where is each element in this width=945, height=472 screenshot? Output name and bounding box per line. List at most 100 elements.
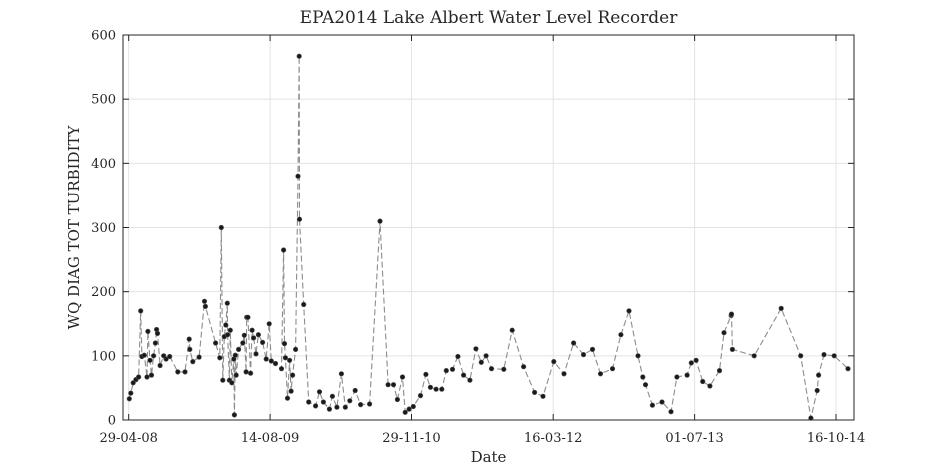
y-tick-label: 600 — [91, 29, 116, 44]
data-point — [296, 53, 302, 59]
data-point — [284, 395, 291, 401]
data-point — [145, 328, 151, 335]
data-point — [253, 351, 259, 357]
data-point — [233, 372, 239, 378]
data-point — [152, 340, 158, 346]
data-point — [778, 305, 784, 312]
data-point — [187, 346, 193, 353]
data-point — [260, 339, 266, 346]
data-point — [249, 327, 255, 333]
data-point — [288, 388, 294, 394]
data-point — [190, 359, 196, 365]
data-point — [609, 366, 616, 372]
chart-title: EPA2014 Lake Albert Water Level Recorder — [300, 8, 679, 28]
series-line-layer — [128, 56, 849, 419]
data-point — [167, 353, 173, 360]
y-tick-label: 500 — [91, 93, 116, 108]
data-point — [229, 380, 235, 386]
data-point — [243, 369, 249, 375]
data-point — [163, 356, 169, 362]
data-point — [483, 353, 489, 359]
data-point — [248, 370, 254, 376]
data-point — [241, 332, 247, 338]
data-point — [138, 308, 144, 314]
data-point — [478, 359, 484, 365]
data-point — [561, 371, 567, 377]
data-point — [227, 327, 233, 333]
data-point — [313, 403, 319, 409]
data-point — [821, 352, 827, 358]
data-point — [684, 372, 690, 378]
data-point — [449, 366, 456, 372]
data-point — [141, 352, 147, 358]
data-point — [467, 377, 473, 383]
data-point — [751, 353, 757, 359]
data-point — [399, 374, 406, 380]
data-point — [225, 332, 231, 338]
data-point — [263, 356, 269, 362]
data-point — [377, 218, 383, 224]
data-points — [126, 53, 851, 421]
data-point — [367, 401, 373, 407]
data-point — [423, 371, 429, 378]
data-point — [175, 369, 181, 375]
data-point — [570, 340, 577, 346]
data-point — [290, 372, 296, 378]
data-point — [520, 364, 527, 370]
data-point — [202, 303, 208, 310]
data-point — [245, 314, 251, 320]
data-point — [488, 366, 495, 372]
data-point — [240, 340, 246, 346]
axis-ticks: 0 100 200 300 400 500 600 29-04-08 14-08-09 29-11… — [91, 29, 865, 447]
data-point — [443, 368, 449, 374]
data-point — [342, 404, 348, 410]
data-point — [635, 353, 641, 359]
data-point — [334, 404, 340, 410]
data-point — [347, 398, 353, 404]
data-point — [306, 399, 312, 405]
data-point — [439, 386, 445, 392]
data-point — [390, 382, 397, 388]
data-point — [201, 298, 208, 304]
data-point — [721, 330, 727, 336]
data-point — [410, 403, 416, 410]
data-point — [320, 399, 327, 405]
data-point — [329, 393, 336, 399]
data-point — [272, 360, 279, 367]
data-point — [231, 412, 237, 418]
data-point — [693, 357, 699, 363]
data-point — [501, 366, 507, 372]
data-point — [251, 335, 257, 341]
x-tick-label: 29-04-08 — [99, 431, 157, 446]
data-point — [316, 389, 323, 395]
data-point — [642, 382, 649, 388]
data-point — [473, 346, 479, 352]
data-point — [455, 353, 461, 360]
data-point — [236, 346, 242, 353]
data-point — [831, 353, 837, 359]
data-point — [126, 396, 132, 402]
data-point — [668, 409, 674, 415]
data-point — [223, 322, 229, 328]
data-point — [394, 396, 401, 403]
data-point — [157, 362, 163, 369]
data-point — [729, 346, 736, 353]
data-point — [385, 382, 391, 388]
data-point — [707, 383, 713, 389]
data-point — [551, 359, 557, 365]
data-point — [402, 409, 408, 415]
data-point — [154, 330, 161, 337]
data-point — [358, 402, 364, 408]
data-point — [296, 216, 303, 222]
data-point — [128, 390, 134, 396]
data-point — [266, 321, 272, 327]
data-point — [217, 355, 223, 361]
data-point — [427, 384, 434, 390]
data-point — [147, 357, 153, 363]
data-point — [406, 406, 412, 412]
data-point — [509, 327, 515, 333]
data-point — [232, 352, 238, 358]
data-point — [338, 371, 345, 377]
data-point — [220, 377, 226, 383]
